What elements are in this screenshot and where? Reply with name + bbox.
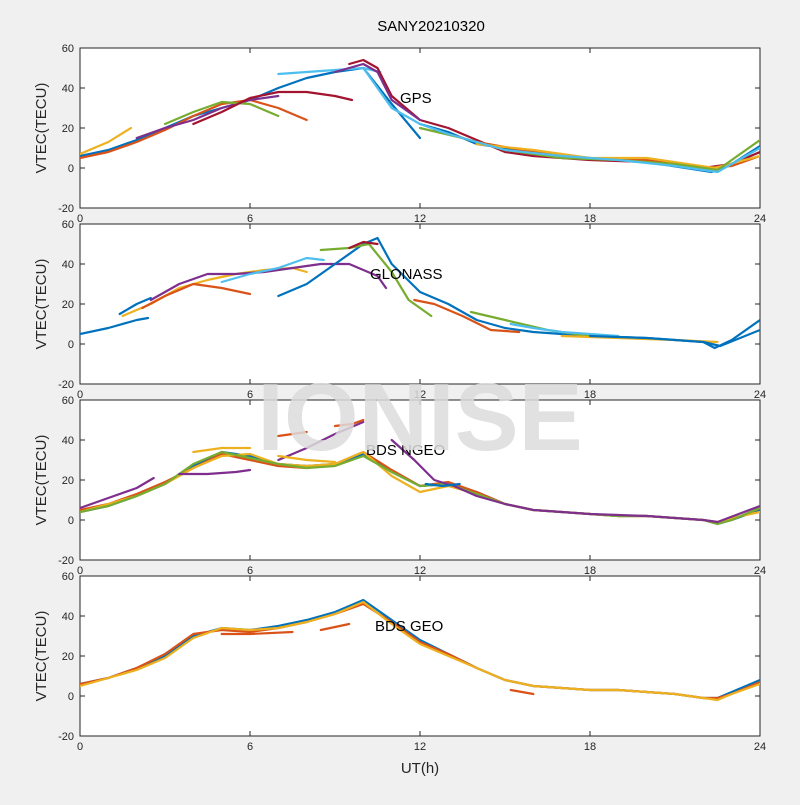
x-tick-label: 6 bbox=[247, 565, 253, 577]
series-line-3 bbox=[220, 630, 294, 636]
plot-area bbox=[79, 223, 761, 385]
series-group bbox=[80, 58, 760, 174]
series-line-2 bbox=[80, 126, 133, 156]
panel-annotation: BDS GEO bbox=[375, 618, 443, 635]
x-tick-label: 24 bbox=[754, 565, 766, 577]
y-tick-label: -20 bbox=[58, 203, 74, 215]
y-tick-label: 0 bbox=[68, 691, 74, 703]
y-tick-label: 20 bbox=[62, 475, 74, 487]
figure-title: SANY20210320 bbox=[377, 18, 485, 35]
series-line-6 bbox=[192, 90, 354, 126]
y-tick-label: 40 bbox=[62, 259, 74, 271]
series-line-9 bbox=[413, 298, 521, 334]
series-line-4 bbox=[163, 100, 280, 126]
x-tick-label: 24 bbox=[754, 213, 766, 225]
y-tick-label: 20 bbox=[62, 123, 74, 135]
x-tick-label: 0 bbox=[77, 213, 83, 225]
series-line-7 bbox=[390, 438, 760, 524]
series-line-6 bbox=[277, 420, 365, 462]
y-tick-label: 0 bbox=[68, 163, 74, 175]
y-tick-label: 60 bbox=[62, 43, 74, 55]
y-tick-label: 60 bbox=[62, 571, 74, 583]
x-tick-label: 0 bbox=[77, 741, 83, 753]
x-tick-label: 12 bbox=[414, 565, 426, 577]
x-tick-label: 18 bbox=[584, 389, 596, 401]
series-line-5 bbox=[277, 66, 382, 76]
x-axis-label: UT(h) bbox=[401, 760, 439, 777]
y-tick-label: 40 bbox=[62, 611, 74, 623]
x-tick-label: 12 bbox=[414, 389, 426, 401]
x-tick-label: 6 bbox=[247, 213, 253, 225]
series-line-9 bbox=[333, 418, 365, 428]
series-line-0 bbox=[80, 316, 150, 336]
y-tick-label: 40 bbox=[62, 435, 74, 447]
panel-annotation: GLONASS bbox=[370, 266, 443, 283]
y-tick-label: 60 bbox=[62, 395, 74, 407]
plot-area bbox=[79, 399, 761, 561]
series-group bbox=[80, 418, 760, 526]
series-line-1 bbox=[80, 98, 308, 160]
y-tick-label: 20 bbox=[62, 651, 74, 663]
series-line-10 bbox=[192, 446, 252, 454]
plot-area bbox=[79, 575, 761, 737]
x-tick-label: 12 bbox=[414, 213, 426, 225]
panel-annotation: GPS bbox=[400, 90, 432, 107]
series-line-5 bbox=[178, 468, 252, 476]
watermark: IONISE bbox=[257, 364, 582, 471]
series-line-7 bbox=[319, 242, 433, 318]
x-tick-label: 0 bbox=[77, 389, 83, 401]
series-line-11 bbox=[509, 322, 620, 338]
y-tick-label: -20 bbox=[58, 555, 74, 567]
y-axis-label: VTEC(TECU) bbox=[33, 83, 50, 174]
y-tick-label: 0 bbox=[68, 339, 74, 351]
x-tick-label: 18 bbox=[584, 213, 596, 225]
x-tick-label: 18 bbox=[584, 741, 596, 753]
series-line-4 bbox=[319, 622, 351, 632]
y-axis-label: VTEC(TECU) bbox=[33, 611, 50, 702]
series-line-3 bbox=[135, 94, 280, 140]
y-axis-label: VTEC(TECU) bbox=[33, 435, 50, 526]
x-tick-label: 24 bbox=[754, 389, 766, 401]
x-tick-label: 0 bbox=[77, 565, 83, 577]
series-line-13 bbox=[588, 328, 760, 348]
x-tick-label: 6 bbox=[247, 389, 253, 401]
x-tick-label: 6 bbox=[247, 741, 253, 753]
y-tick-label: 0 bbox=[68, 515, 74, 527]
series-line-8 bbox=[348, 240, 379, 250]
panel-annotation: BDS NGEO bbox=[366, 442, 445, 459]
y-tick-label: 20 bbox=[62, 299, 74, 311]
series-line-3 bbox=[149, 262, 388, 302]
series-line-4 bbox=[141, 282, 252, 310]
series-line-5 bbox=[509, 688, 535, 696]
series-line-4 bbox=[80, 476, 155, 510]
series-line-13 bbox=[333, 62, 422, 122]
y-axis-label: VTEC(TECU) bbox=[33, 259, 50, 350]
x-tick-label: 24 bbox=[754, 741, 766, 753]
series-line-11 bbox=[277, 454, 337, 464]
series-line-12 bbox=[362, 66, 760, 174]
series-group bbox=[80, 598, 760, 702]
y-tick-label: -20 bbox=[58, 731, 74, 743]
series-line-5 bbox=[220, 256, 325, 284]
series-group bbox=[80, 236, 760, 350]
series-line-1 bbox=[118, 296, 152, 316]
y-tick-label: -20 bbox=[58, 379, 74, 391]
series-line-8 bbox=[277, 430, 308, 438]
y-tick-label: 40 bbox=[62, 83, 74, 95]
series-line-12 bbox=[424, 482, 461, 488]
y-tick-label: 60 bbox=[62, 219, 74, 231]
x-tick-label: 12 bbox=[414, 741, 426, 753]
x-tick-label: 18 bbox=[584, 565, 596, 577]
series-line-2 bbox=[80, 600, 760, 702]
